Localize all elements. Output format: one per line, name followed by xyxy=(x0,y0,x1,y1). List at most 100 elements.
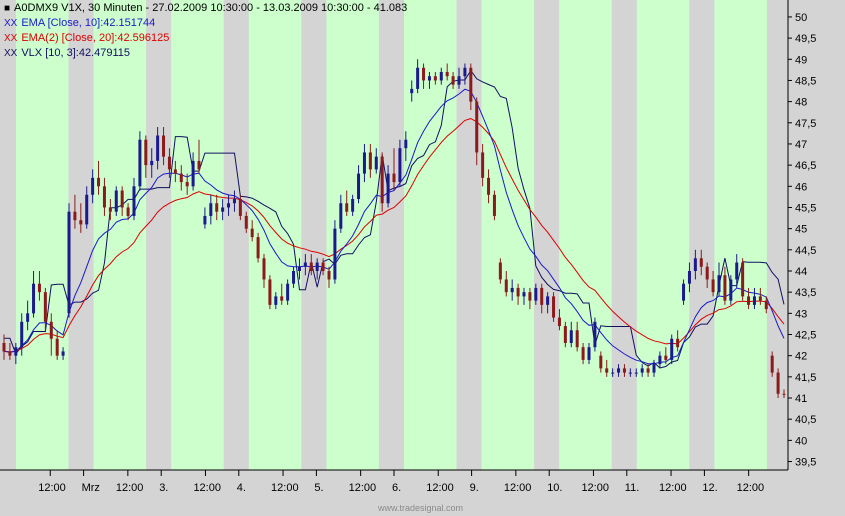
x-tick-label: 12:00 xyxy=(504,482,532,494)
price-bar xyxy=(498,258,502,284)
bar-body xyxy=(445,71,449,77)
bar-body xyxy=(185,182,189,187)
legend-item-ema10[interactable]: XX EMA [Close, 10]:42.151744 xyxy=(4,16,407,31)
bar-body xyxy=(741,262,745,297)
price-bar xyxy=(315,258,319,280)
bar-body xyxy=(227,203,231,208)
price-bar xyxy=(144,135,148,178)
price-bar xyxy=(138,131,142,191)
price-bar xyxy=(114,186,118,216)
price-bar xyxy=(67,203,71,318)
bar-body xyxy=(179,173,183,183)
bar-body xyxy=(510,287,514,293)
bar-body xyxy=(581,347,585,360)
bar-body xyxy=(693,258,697,271)
price-bar xyxy=(126,203,130,221)
session-band xyxy=(248,0,302,470)
price-bar xyxy=(599,351,603,373)
price-bar xyxy=(303,254,307,276)
bar-body xyxy=(599,355,603,369)
price-bar xyxy=(238,194,242,221)
price-bar xyxy=(487,169,491,204)
bar-body xyxy=(203,215,207,225)
session-band xyxy=(636,0,690,470)
bar-body xyxy=(652,364,656,373)
price-bar xyxy=(73,194,77,229)
price-bar xyxy=(203,207,207,229)
price-bar xyxy=(8,342,12,360)
bar-body xyxy=(451,76,455,85)
price-bar xyxy=(37,270,41,301)
price-bar xyxy=(120,186,124,216)
price-bar xyxy=(416,59,420,94)
y-tick-label: 45 xyxy=(795,224,807,236)
y-tick-label: 46,5 xyxy=(795,160,816,172)
price-bar xyxy=(20,313,24,356)
bar-body xyxy=(492,194,496,216)
price-bar xyxy=(79,203,83,233)
price-bar xyxy=(26,300,30,331)
y-tick-label: 47,5 xyxy=(795,118,816,130)
bar-body xyxy=(416,67,420,89)
bar-body xyxy=(540,287,544,305)
bar-body xyxy=(368,152,372,170)
y-tick-label: 40 xyxy=(795,435,807,447)
bar-body xyxy=(43,292,47,322)
price-bar xyxy=(652,359,656,377)
price-bar xyxy=(357,165,361,204)
bar-body xyxy=(327,270,331,280)
price-bar xyxy=(297,258,301,280)
bar-body xyxy=(723,275,727,301)
price-bar xyxy=(593,317,597,352)
bar-body xyxy=(173,169,177,174)
price-bar xyxy=(191,152,195,191)
bar-body xyxy=(563,326,567,343)
legend-item-vlx[interactable]: XX VLX [10, 3]:42.479115 xyxy=(4,46,407,61)
price-bar xyxy=(569,321,573,348)
price-bar xyxy=(102,177,106,216)
price-bar xyxy=(167,148,171,178)
bar-body xyxy=(764,300,768,310)
x-tick-label: 12:00 xyxy=(38,482,66,494)
price-bar xyxy=(280,283,284,305)
x-tick-label: 12:00 xyxy=(271,482,299,494)
price-bar xyxy=(49,313,53,356)
ema20-line xyxy=(3,118,785,353)
price-bar xyxy=(676,330,680,352)
x-tick-label: 3. xyxy=(159,482,168,494)
price-bar xyxy=(321,258,325,276)
y-axis-panel xyxy=(788,0,845,470)
legend-item-ema20[interactable]: XX EMA(2) [Close, 20]:42.596125 xyxy=(4,31,407,46)
price-bar xyxy=(32,270,36,318)
legend-marker-ema20: XX xyxy=(4,33,18,44)
bar-body xyxy=(49,321,53,339)
price-bar xyxy=(61,347,65,360)
bar-body xyxy=(262,258,266,280)
y-tick-label: 48,5 xyxy=(795,75,816,87)
y-tick-label: 42 xyxy=(795,351,807,363)
bar-body xyxy=(303,262,307,267)
bar-body xyxy=(475,101,479,153)
bar-body xyxy=(386,173,390,204)
bar-body xyxy=(410,88,414,94)
y-tick-label: 44 xyxy=(795,266,807,278)
price-bar xyxy=(717,262,721,297)
session-band xyxy=(404,0,457,470)
y-tick-label: 41,5 xyxy=(795,372,816,384)
y-tick-label: 40,5 xyxy=(795,414,816,426)
bar-body xyxy=(292,270,296,284)
price-bar xyxy=(55,330,59,360)
bar-body xyxy=(611,372,615,374)
bar-body xyxy=(593,321,597,348)
price-bars xyxy=(2,59,786,399)
y-tick-label: 44,5 xyxy=(795,245,816,257)
price-bar xyxy=(581,342,585,365)
price-bar xyxy=(463,63,467,85)
y-tick-label: 42,5 xyxy=(795,330,816,342)
price-bar xyxy=(132,177,136,221)
bar-body xyxy=(658,355,662,365)
price-bar xyxy=(504,270,508,297)
x-tick-label: 4. xyxy=(237,482,246,494)
bar-body xyxy=(557,317,561,327)
bar-body xyxy=(167,156,171,170)
